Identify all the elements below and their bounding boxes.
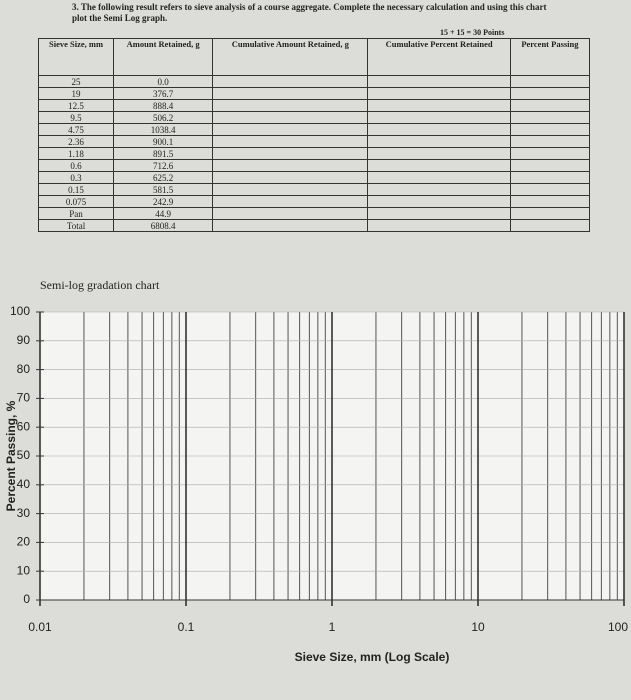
- table-row: 0.6 712.6: [37, 159, 591, 172]
- y-tick-label: 70: [17, 391, 31, 405]
- points: 15 + 15 = 30 Points: [440, 28, 505, 37]
- x-tick-label: 10: [471, 620, 485, 634]
- sieve-table: Sieve Size, mm Amount Retained, g Cumulati…: [37, 38, 591, 232]
- column-header: Cumulative Percent Retained: [367, 38, 511, 76]
- x-tick-label: 100: [608, 620, 628, 634]
- y-tick-label: 50: [17, 448, 31, 462]
- y-tick-label: 20: [17, 535, 31, 549]
- table-row: 0.075 242.9: [37, 195, 591, 208]
- table-row: Total 6808.4: [37, 219, 591, 232]
- question: 3. The following result refers to sieve …: [72, 2, 547, 23]
- column-header: Sieve Size, mm: [37, 38, 115, 76]
- table-cell: Total: [37, 219, 115, 232]
- y-tick-label: 100: [10, 304, 30, 318]
- x-tick-label: 1: [329, 620, 336, 634]
- x-tick-label: 0.1: [178, 620, 195, 634]
- y-tick-label: 40: [17, 477, 31, 491]
- y-tick-label: 90: [17, 333, 31, 347]
- y-tick-label: 0: [23, 592, 30, 606]
- table-row: 2.36 900.1: [37, 135, 591, 148]
- chart-title: Semi-log gradation chart: [40, 278, 160, 292]
- x-axis-label: Sieve Size, mm (Log Scale): [295, 650, 450, 664]
- empty-cell: [367, 219, 511, 232]
- y-tick-label: 10: [17, 563, 31, 577]
- x-tick-label: 0.01: [28, 620, 52, 634]
- column-header: Amount Retained, g: [113, 38, 214, 76]
- y-axis-label: Percent Passing, %: [4, 400, 18, 511]
- table-row: 4.75 1038.4: [37, 123, 591, 136]
- y-tick-label: 30: [17, 506, 31, 520]
- table-row: 12.5 888.4: [37, 99, 591, 112]
- table-row: 0.15 581.5: [37, 183, 591, 196]
- y-tick-label: 80: [17, 362, 31, 376]
- table-cell: 6808.4: [113, 219, 214, 232]
- table-row: 9.5 506.2: [37, 111, 591, 124]
- column-header: Percent Passing: [509, 38, 591, 76]
- y-tick-label: 60: [17, 419, 31, 433]
- empty-cell: [509, 219, 591, 232]
- table-row: 0.3 625.2: [37, 171, 591, 184]
